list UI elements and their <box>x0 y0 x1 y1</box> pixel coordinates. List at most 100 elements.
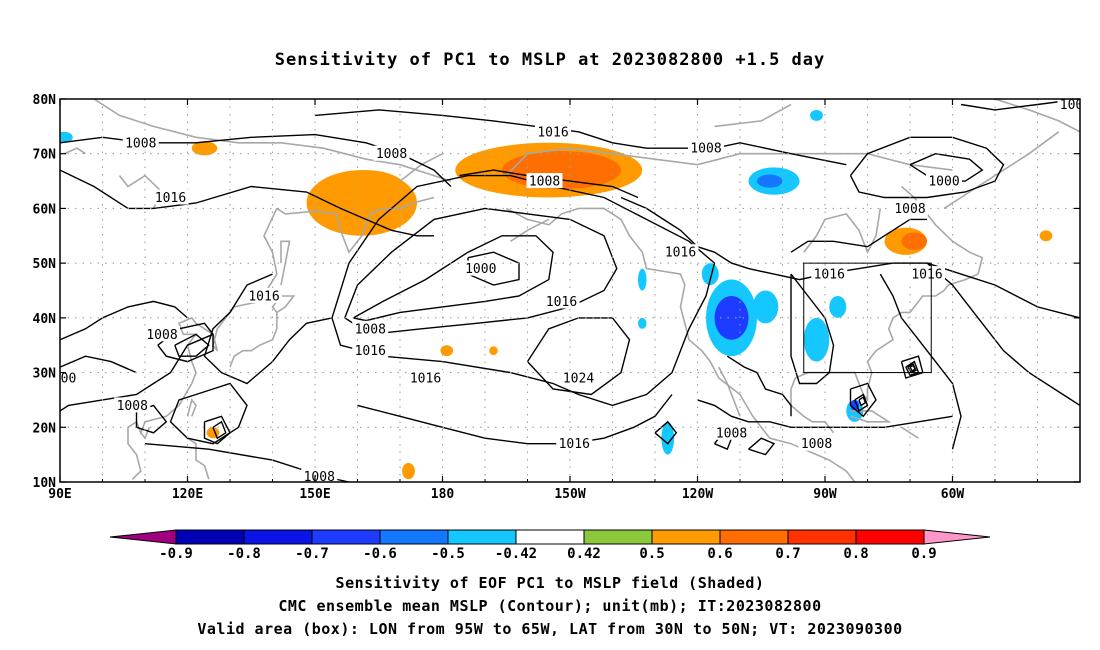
shade-blob-20 <box>757 174 783 188</box>
colorbar-bin <box>719 529 789 545</box>
contour-label-bg <box>352 342 389 358</box>
lon-tick-label: 150W <box>554 487 585 502</box>
coastline-22 <box>510 218 550 242</box>
shade-blob-10 <box>489 346 498 356</box>
contour-label-bg <box>122 134 159 150</box>
colorbar-bin <box>583 529 653 545</box>
isobar-14 <box>60 333 214 412</box>
shade-blob-9 <box>402 462 415 480</box>
colorbar-label: 0.42 <box>567 546 601 562</box>
shade-blob-12 <box>1039 230 1053 242</box>
contour-label: 1016 <box>559 437 590 452</box>
isobar-16 <box>60 355 137 374</box>
isobar-21 <box>212 420 227 440</box>
lat-tick-label: 70N <box>33 148 57 163</box>
isobar-35 <box>907 362 917 374</box>
contour-label: 1016 <box>410 372 441 387</box>
isobar-15 <box>60 300 188 341</box>
shade-blob-15 <box>701 263 719 286</box>
isobar-37 <box>879 273 962 450</box>
isobar-32 <box>858 396 867 407</box>
contour-label: 1016 <box>355 344 386 359</box>
contour-label: 1016 <box>248 289 279 304</box>
contour-label: 1008 <box>529 175 560 190</box>
contour-label: 1000 <box>928 175 959 190</box>
colorbar-bin <box>379 529 449 545</box>
contour-label-bg <box>144 326 180 342</box>
coastline-1 <box>63 147 86 155</box>
colorbar-label: -0.7 <box>295 546 329 562</box>
colorbar-bin <box>651 529 721 545</box>
valid-box-outline <box>803 262 932 374</box>
lon-tick-label: 150E <box>299 487 330 502</box>
colorbar-label: -0.5 <box>431 546 465 562</box>
contour-label: 100 <box>1060 98 1083 113</box>
contour-label-bg <box>560 370 597 386</box>
colorbar-label: -0.42 <box>495 546 537 562</box>
contour-label-bg <box>352 320 389 336</box>
colorbar-label: 0.9 <box>911 546 936 562</box>
shade-blob-21 <box>661 421 675 455</box>
contour-label-bg <box>688 140 724 156</box>
contour-label-bg <box>114 397 151 413</box>
colorbar-bin <box>787 529 857 545</box>
lon-tick-label: 180 <box>431 487 455 502</box>
coastline-20 <box>714 103 792 128</box>
coastline-9 <box>280 240 291 286</box>
isobar-29 <box>748 437 776 456</box>
contour-label-bg <box>798 435 835 451</box>
isobar-25 <box>654 420 678 445</box>
lat-tick-label: 30N <box>33 367 57 382</box>
colorbar-under-arrow <box>109 529 177 545</box>
contour-label: 1016 <box>814 268 845 283</box>
colorbar-label: 0.6 <box>707 546 732 562</box>
isobar-20 <box>203 415 231 445</box>
colorbar: -0.9 -0.8 -0.7 -0.6 -0.5 -0.42 0.42 0.5 0.6 0.7 0.… <box>109 529 991 562</box>
contour-label-bg <box>909 266 945 282</box>
colorbar-bin <box>855 529 925 545</box>
colorbar-bin <box>515 529 585 545</box>
lon-tick-label: 90E <box>48 487 71 502</box>
colorbar-label: -0.9 <box>159 546 193 562</box>
colorbar-label: 0.7 <box>775 546 800 562</box>
contour-label: 1008 <box>125 136 156 151</box>
isobar-31 <box>854 393 869 412</box>
coastline-0 <box>93 99 452 182</box>
lat-tick-label: 80N <box>33 93 57 108</box>
shade-blob-24 <box>60 131 73 143</box>
coastline-15 <box>850 410 892 423</box>
isobar-10 <box>344 207 618 336</box>
contour-label: 1008 <box>146 328 177 343</box>
contour-label-bg <box>301 468 338 482</box>
isobar-36 <box>909 364 917 372</box>
isobar-4 <box>620 196 1080 319</box>
shade-blob-23 <box>850 399 859 411</box>
contour-label: 1000 <box>465 262 496 277</box>
isobar-19 <box>169 382 248 445</box>
colorbar-bin <box>311 529 381 545</box>
coastline-19 <box>994 99 1080 133</box>
isobar-26 <box>697 399 953 428</box>
colorbar-bin <box>175 529 245 545</box>
isobar-24 <box>357 394 673 445</box>
contour-label-bg <box>152 189 189 205</box>
isobar-1 <box>60 169 434 237</box>
contour-label-bg <box>811 266 848 282</box>
contour-label-bg <box>526 173 563 189</box>
colorbar-bin <box>243 529 313 545</box>
shade-blob-7 <box>901 232 927 251</box>
colorbar-over-arrow <box>923 529 991 545</box>
isobar-9 <box>352 235 554 322</box>
coastline-5 <box>229 295 296 368</box>
contour-label-bg <box>892 200 928 216</box>
coastline-18 <box>943 131 1060 210</box>
isobar-13 <box>203 273 333 385</box>
lat-tick-label: 40N <box>33 312 57 327</box>
caption-contour: CMC ensemble mean MSLP (Contour); unit(m… <box>278 597 822 615</box>
contour-label: 00 <box>61 372 77 387</box>
caption-valid-area: Valid area (box): LON from 95W to 65W, L… <box>197 620 903 638</box>
contour-label: 1008 <box>355 322 386 337</box>
shade-blob-18 <box>829 295 847 318</box>
